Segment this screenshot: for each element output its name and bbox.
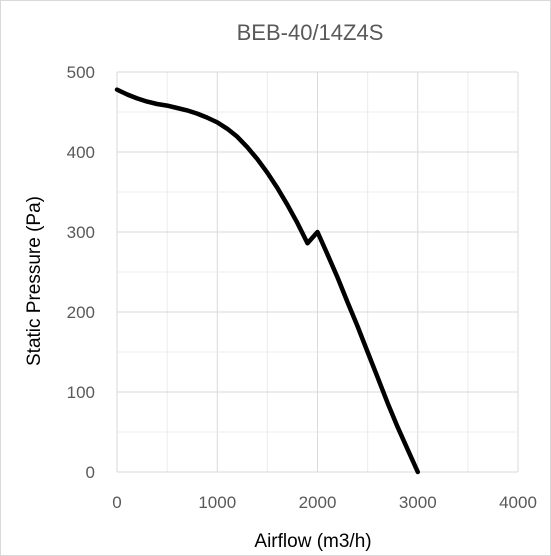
grid — [116, 71, 519, 473]
x-tick-label: 0 — [112, 493, 121, 512]
x-axis-title: Airflow (m3/h) — [254, 531, 371, 552]
y-tick-label: 500 — [67, 63, 95, 82]
series-layer — [114, 87, 421, 475]
chart-title: BEB-40/14Z4S — [237, 20, 384, 45]
y-tick-label: 300 — [67, 223, 95, 242]
x-tick-label: 1000 — [198, 493, 236, 512]
y-tick-label: 200 — [67, 303, 95, 322]
series-line — [114, 87, 421, 475]
x-tick-label: 3000 — [399, 493, 437, 512]
x-tick-label: 2000 — [299, 493, 337, 512]
y-tick-label: 100 — [67, 383, 95, 402]
y-tick-label: 400 — [67, 143, 95, 162]
x-axis-ticks: 0 1000 2000 3000 4000 — [112, 493, 537, 512]
y-axis-ticks: 0 100 200 300 400 500 — [67, 63, 95, 482]
y-axis-title: Static Pressure (Pa) — [24, 196, 45, 366]
y-tick-label: 0 — [86, 463, 95, 482]
x-tick-label: 4000 — [499, 493, 537, 512]
